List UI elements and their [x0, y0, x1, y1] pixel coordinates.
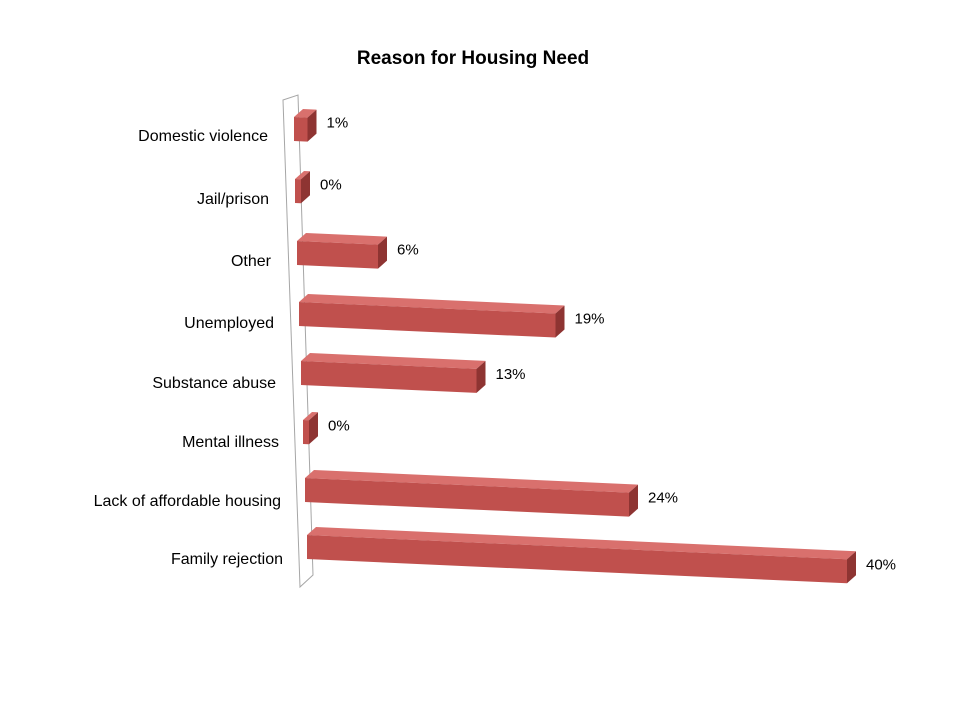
bar [301, 353, 486, 393]
data-label: 0% [320, 176, 342, 193]
bar [305, 470, 638, 517]
chart-title: Reason for Housing Need [357, 48, 589, 69]
bar-front-face [303, 420, 309, 445]
bar-front-face [305, 478, 629, 517]
category-label: Lack of affordable housing [94, 493, 281, 510]
bar-top-face [294, 109, 317, 118]
bar [307, 527, 856, 584]
bar-top-face [295, 171, 310, 180]
bar-end-face [309, 412, 318, 445]
bar [299, 294, 565, 338]
bar-top-face [297, 233, 387, 245]
bar-front-face [297, 241, 378, 269]
bar-front-face [307, 535, 847, 584]
bar-top-face [303, 412, 318, 421]
data-label: 6% [397, 242, 419, 259]
bar [295, 171, 310, 204]
category-label: Jail/prison [197, 191, 269, 208]
bar-end-face [301, 171, 310, 204]
bar-top-face [305, 470, 638, 493]
bar [294, 109, 317, 142]
chart-back-wall [282, 94, 314, 589]
category-label: Other [231, 253, 272, 270]
bar [297, 233, 387, 269]
bar-front-face [295, 179, 301, 204]
data-label: 19% [575, 311, 605, 328]
category-label: Family rejection [171, 551, 283, 568]
value-labels: 1% 0% 6% 19% 13% 0% 24% 40% [320, 115, 896, 574]
bar-end-face [629, 484, 638, 517]
data-label: 24% [648, 490, 678, 507]
bar-top-face [301, 353, 486, 369]
data-label: 0% [328, 417, 350, 434]
bar-top-face [299, 294, 565, 314]
data-label: 1% [327, 115, 349, 132]
bar-front-face [299, 302, 556, 338]
category-labels: Domestic violence Jail/prison Other Unemplo… [94, 128, 283, 568]
bar-front-face [301, 361, 477, 393]
data-label: 40% [866, 556, 896, 573]
bar-end-face [847, 551, 856, 584]
category-label: Domestic violence [138, 128, 268, 145]
bar-end-face [555, 305, 565, 338]
category-label: Substance abuse [152, 375, 276, 392]
category-label: Unemployed [184, 315, 274, 332]
data-label: 13% [496, 366, 526, 383]
category-label: Mental illness [182, 434, 279, 451]
bar-front-face [294, 117, 308, 142]
bar-end-face [476, 360, 486, 393]
bar-end-face [307, 109, 317, 142]
bar-top-face [307, 527, 856, 560]
bar-end-face [378, 236, 387, 269]
bar-group [294, 109, 856, 584]
bar [303, 412, 318, 445]
